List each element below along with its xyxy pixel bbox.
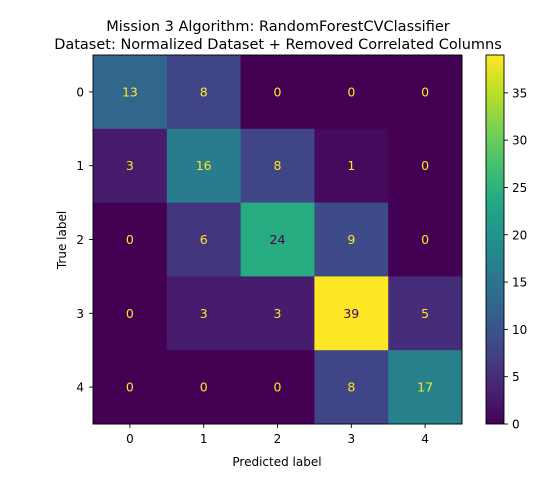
heatmap-cell <box>166 55 242 130</box>
cell-value-label: 0 <box>347 84 355 99</box>
x-axis-ticks: 0 1 2 3 4 <box>126 424 429 446</box>
colorbar <box>485 54 505 425</box>
chart-subtitle: Dataset: Normalized Dataset + Removed Co… <box>54 37 502 53</box>
heatmap-cell <box>240 55 315 130</box>
x-axis-label: Predicted label <box>232 455 321 469</box>
x-tick-label: 1 <box>200 432 208 446</box>
cell-value-label: 24 <box>270 232 286 247</box>
y-tick-label: 3 <box>76 307 84 321</box>
cell-value-label: 3 <box>274 306 282 321</box>
colorbar-tick-label: 35 <box>512 86 527 100</box>
cell-value-label: 8 <box>347 380 355 395</box>
colorbar-tick-label: 20 <box>512 228 527 242</box>
cell-value-label: 3 <box>126 158 134 173</box>
heatmap-cell <box>166 276 242 351</box>
cell-value-label: 17 <box>417 380 433 395</box>
colorbar-tick-label: 15 <box>512 276 527 290</box>
heatmap-cell <box>388 55 463 130</box>
x-tick-label: 2 <box>274 432 282 446</box>
x-tick-label: 4 <box>421 432 429 446</box>
heatmap-cell <box>166 202 242 277</box>
heatmap-cell <box>93 276 168 351</box>
heatmap-cell <box>93 128 168 204</box>
y-tick-label: 0 <box>76 85 84 99</box>
chart-title: Mission 3 Algorithm: RandomForestCVClass… <box>106 19 449 35</box>
heatmap-cell <box>240 350 315 425</box>
heatmap-cells <box>93 55 463 425</box>
heatmap-cell <box>240 276 315 351</box>
cell-value-label: 13 <box>122 84 138 99</box>
heatmap-cell-labels: 13 8 0 0 0 3 16 8 1 0 0 6 24 9 0 0 3 3 39 5 0 0 0 8 17 <box>122 84 433 394</box>
cell-value-label: 0 <box>421 232 429 247</box>
colorbar-tick-label: 5 <box>512 370 520 384</box>
heatmap-cell <box>93 55 168 130</box>
heatmap-cell <box>314 55 389 130</box>
colorbar-tick-label: 25 <box>512 181 527 195</box>
heatmap-cell <box>314 350 389 425</box>
heatmap-cell <box>314 202 389 277</box>
heatmap-cell <box>166 128 242 204</box>
cell-value-label: 0 <box>274 84 282 99</box>
y-tick-label: 2 <box>76 233 84 247</box>
x-tick-label: 3 <box>347 432 355 446</box>
heatmap-cell <box>314 128 389 204</box>
cell-value-label: 1 <box>347 158 355 173</box>
cell-value-label: 6 <box>200 232 208 247</box>
cell-value-label: 9 <box>347 232 355 247</box>
heatmap-cell <box>388 350 463 425</box>
cell-value-label: 0 <box>126 232 134 247</box>
heatmap-cell <box>388 276 463 351</box>
heatmap-cell <box>240 128 315 204</box>
cell-value-label: 39 <box>343 306 359 321</box>
colorbar-tick-label: 0 <box>512 418 520 432</box>
cell-value-label: 16 <box>196 158 212 173</box>
cell-value-label: 0 <box>126 380 134 395</box>
heatmap-cell <box>314 276 389 351</box>
cell-value-label: 8 <box>274 158 282 173</box>
cell-value-label: 5 <box>421 306 429 321</box>
cell-value-label: 0 <box>421 84 429 99</box>
cell-value-label: 8 <box>200 84 208 99</box>
heatmap-cell <box>93 350 168 425</box>
heatmap-cell <box>388 202 463 277</box>
y-axis-ticks: 0 1 2 3 4 <box>76 85 93 395</box>
y-axis-label: True label <box>55 211 69 270</box>
y-tick-label: 1 <box>76 159 84 173</box>
heatmap-cell <box>93 202 168 277</box>
y-tick-label: 4 <box>76 381 84 395</box>
colorbar-ticks: 0 5 10 15 20 25 30 35 <box>504 86 527 432</box>
cell-value-label: 0 <box>274 380 282 395</box>
x-tick-label: 0 <box>126 432 134 446</box>
cell-value-label: 3 <box>200 306 208 321</box>
heatmap-cell <box>388 128 463 204</box>
cell-value-label: 0 <box>421 158 429 173</box>
colorbar-tick-label: 10 <box>512 323 527 337</box>
cell-value-label: 0 <box>126 306 134 321</box>
cell-value-label: 0 <box>200 380 208 395</box>
colorbar-tick-label: 30 <box>512 134 527 148</box>
heatmap-cell <box>240 202 315 277</box>
heatmap-cell <box>166 350 242 425</box>
